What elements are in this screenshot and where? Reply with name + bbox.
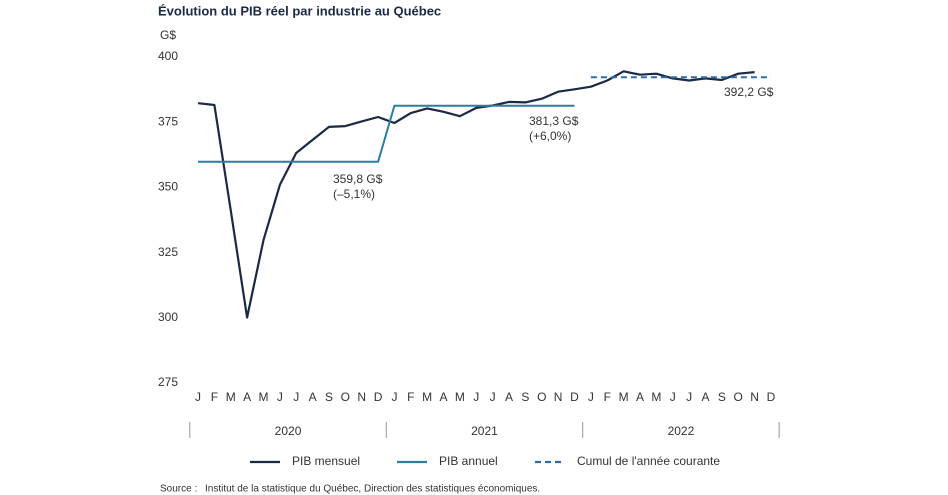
x-tick-label: M (455, 390, 465, 404)
x-tick-label: J (473, 390, 479, 404)
x-tick-label: J (391, 390, 397, 404)
x-tick-label: N (357, 390, 366, 404)
x-tick-label: M (422, 390, 432, 404)
series-line (197, 70, 755, 319)
x-tick-label: J (195, 390, 201, 404)
x-tick-label: A (440, 390, 448, 404)
group-label: 2021 (471, 424, 498, 438)
x-tick-label: O (734, 390, 743, 404)
annotation: 359,8 G$ (333, 172, 383, 186)
x-tick-label: N (554, 390, 563, 404)
y-tick-label: 325 (158, 245, 178, 259)
x-tick-label: M (226, 390, 236, 404)
x-tick-label: A (243, 390, 251, 404)
annotation: 381,3 G$ (529, 114, 579, 128)
x-tick-label: M (651, 390, 661, 404)
x-tick-label: J (293, 390, 299, 404)
x-tick-label: D (374, 390, 383, 404)
group-label: 2022 (668, 424, 695, 438)
y-unit: G$ (160, 28, 176, 42)
source-label: Source : (160, 484, 197, 495)
legend-label: PIB mensuel (292, 454, 360, 468)
x-tick-label: D (767, 390, 776, 404)
annotation: 392,2 G$ (724, 85, 774, 99)
x-tick-label: A (701, 390, 709, 404)
x-tick-label: F (604, 390, 611, 404)
x-tick-label: A (505, 390, 513, 404)
x-tick-label: J (686, 390, 692, 404)
x-tick-label: M (619, 390, 629, 404)
annotation: (–5,1%) (333, 187, 375, 201)
y-tick-label: 350 (158, 180, 178, 194)
x-tick-label: S (521, 390, 529, 404)
x-tick-label: O (537, 390, 546, 404)
x-tick-label: A (309, 390, 317, 404)
x-tick-label: S (718, 390, 726, 404)
source: Institut de la statistique du Québec, Di… (205, 484, 540, 495)
x-tick-label: O (341, 390, 350, 404)
y-tick-label: 400 (158, 49, 178, 63)
y-tick-label: 375 (158, 114, 178, 128)
legend-label: PIB annuel (439, 454, 498, 468)
x-tick-label: A (636, 390, 644, 404)
y-tick-label: 275 (158, 375, 178, 389)
x-tick-label: J (490, 390, 496, 404)
annotation: (+6,0%) (529, 129, 571, 143)
x-tick-label: F (211, 390, 218, 404)
x-tick-label: J (277, 390, 283, 404)
x-tick-label: M (258, 390, 268, 404)
x-tick-label: S (325, 390, 333, 404)
group-label: 2020 (275, 424, 302, 438)
x-tick-label: N (750, 390, 759, 404)
x-tick-label: D (570, 390, 579, 404)
chart-title: Évolution du PIB réel par industrie au Q… (158, 3, 441, 18)
x-tick-label: J (588, 390, 594, 404)
x-tick-label: F (407, 390, 414, 404)
y-tick-label: 300 (158, 310, 178, 324)
legend-label: Cumul de l'année courante (577, 454, 720, 468)
x-tick-label: J (670, 390, 676, 404)
series-line (198, 104, 575, 163)
